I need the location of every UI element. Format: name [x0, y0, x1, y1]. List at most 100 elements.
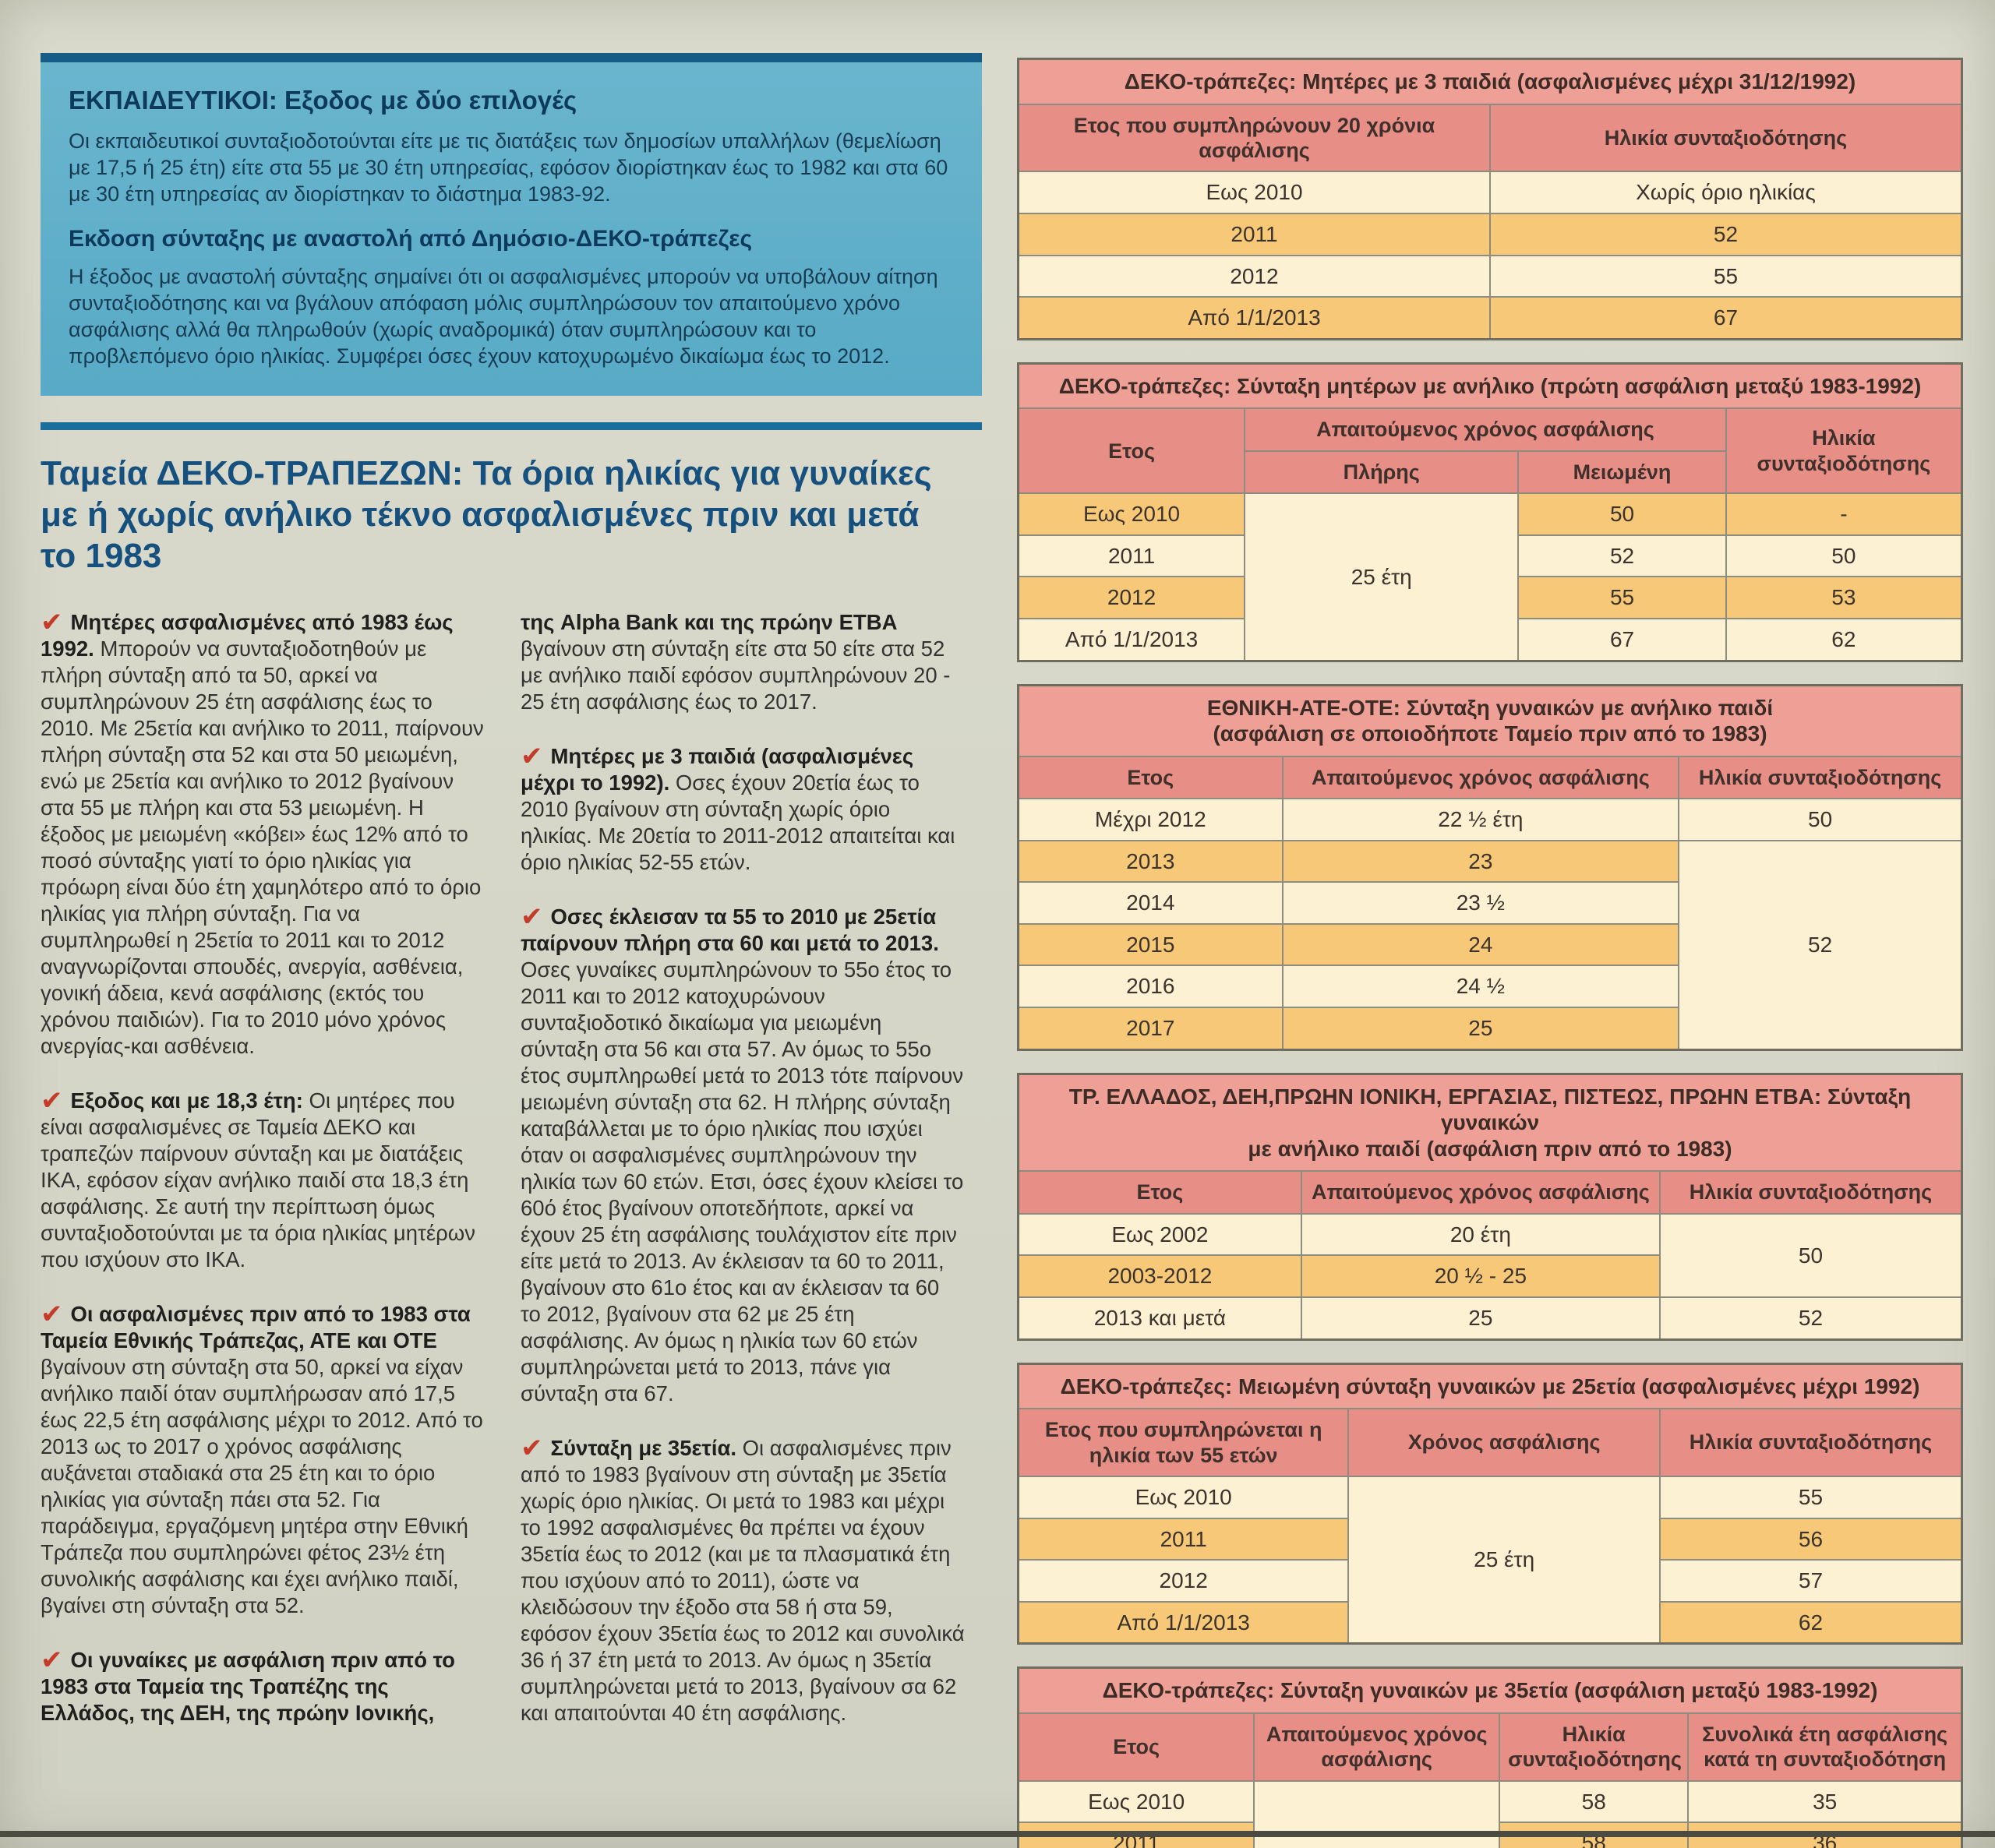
table-bank-funds-women-minor-child: ΤΡ. ΕΛΛΑΔΟΣ, ΔΕΗ,ΠΡΩΗΝ ΙΟΝΙΚΗ, ΕΡΓΑΣΙΑΣ,…	[1017, 1072, 1963, 1341]
table-title-line: (ασφάλιση σε οποιοδήποτε Ταμείο πριν από…	[1213, 721, 1767, 746]
column-header: Ετος	[1017, 755, 1284, 800]
paragraph-text: Οι μητέρες που είναι ασφαλισμένες σε Ταμ…	[41, 1088, 476, 1272]
cell-span: 25 έτη	[1347, 1475, 1661, 1645]
column-header: Ετος	[1017, 1712, 1255, 1782]
cell: 67	[1517, 617, 1727, 662]
cell: Εως 2010	[1017, 1475, 1350, 1519]
paragraph-lead: Οι γυναίκες με ασφάλιση πριν από το 1983…	[41, 1648, 455, 1726]
cell: 55	[1658, 1475, 1963, 1519]
article-column-2: της Alpha Bank και της πρώην ΕΤΒΑ βγαίνο…	[521, 609, 965, 1755]
article-paragraph: ✔ Σύνταξη με 35ετία. Οι ασφαλισμένες πριν…	[521, 1434, 965, 1726]
article-paragraph: ✔ Εξοδος και με 18,3 έτη: Οι μητέρες που …	[41, 1086, 476, 1272]
cell: Από 1/1/2013	[1017, 296, 1491, 340]
cell: Εως 2010	[1017, 171, 1491, 214]
cell: 2012	[1017, 1559, 1350, 1603]
column-header: Ηλικία συνταξιοδότησης	[1658, 1408, 1963, 1477]
column-subheader: Πλήρης	[1244, 450, 1520, 495]
table-deko-mothers-3-children: ΔΕΚΟ-τράπεζες: Μητέρες με 3 παιδιά (ασφα…	[1017, 58, 1963, 340]
cell: 2012	[1017, 576, 1246, 619]
cell: 35	[1687, 1779, 1963, 1824]
cell: Εως 2002	[1017, 1212, 1302, 1257]
cell: 56	[1658, 1517, 1963, 1561]
article-paragraph: ✔ Μητέρες ασφαλισμένες από 1983 έως 1992.…	[41, 608, 484, 1059]
infobox-title: ΕΚΠΑΙΔΕΥΤΙΚΟΙ: Εξοδος με δύο επιλογές	[69, 86, 577, 115]
bottom-page-rule	[0, 1831, 1995, 1837]
cell: 52	[1517, 534, 1727, 578]
cell: 2017	[1017, 1007, 1284, 1051]
column-header: Απαιτούμενος χρόνος ασφάλισης	[1300, 1170, 1661, 1215]
cell: 2016	[1017, 965, 1284, 1009]
cell: 24	[1281, 922, 1680, 967]
paragraph-text: βγαίνουν στη σύνταξη είτε στα 50 είτε στ…	[521, 637, 951, 714]
cell: 62	[1658, 1600, 1963, 1645]
column-header: Ετος	[1017, 407, 1246, 495]
article-paragraph: ✔ Οι γυναίκες με ασφάλιση πριν από το 198…	[41, 1645, 455, 1726]
paragraph-text: Μπορούν να συνταξιοδοτηθούν με πλήρη σύν…	[41, 637, 484, 1059]
cell: 50	[1678, 798, 1963, 841]
cell: Μέχρι 2012	[1017, 798, 1284, 841]
tables-area: ΔΕΚΟ-τράπεζες: Μητέρες με 3 παιδιά (ασφα…	[1017, 58, 1963, 1848]
column-header: Ετος που συμπληρώνεται η ηλικία των 55 ε…	[1017, 1408, 1350, 1477]
cell: 2011	[1017, 1517, 1350, 1561]
cell: Εως 2010	[1017, 492, 1246, 536]
cell: 20 έτη	[1300, 1212, 1661, 1257]
cell: 57	[1658, 1559, 1963, 1603]
paragraph-lead: Εξοδος και με 18,3 έτη:	[70, 1088, 303, 1113]
column-header: Απαιτούμενος χρόνος ασφάλισης	[1244, 407, 1727, 452]
cell: Από 1/1/2013	[1017, 1600, 1350, 1645]
cell: 50	[1517, 492, 1727, 536]
cell: 2014	[1017, 881, 1284, 925]
column-subheader: Μειωμένη	[1517, 450, 1727, 495]
column-header: Ηλικία συνταξιοδότησης	[1658, 1170, 1963, 1215]
paragraph-lead: Μητέρες ασφαλισμένες από 1983 έως 1992.	[41, 610, 454, 661]
cell: 2013 και μετά	[1017, 1296, 1302, 1341]
cell: Εως 2010	[1017, 1779, 1255, 1824]
cell: 67	[1489, 296, 1963, 340]
paragraph-lead: Οσες έκλεισαν τα 55 το 2010 με 25ετία πα…	[521, 905, 939, 956]
table-title: ΤΡ. ΕΛΛΑΔΟΣ, ΔΕΗ,ΠΡΩΗΝ ΙΟΝΙΚΗ, ΕΡΓΑΣΙΑΣ,…	[1017, 1073, 1963, 1173]
cell: 20 ½ - 25	[1300, 1254, 1661, 1298]
paragraph-lead: Οι ασφαλισμένες πριν από το 1983 στα Ταμ…	[41, 1302, 471, 1353]
cell: 2011	[1017, 534, 1246, 578]
infobox-teachers: ΕΚΠΑΙΔΕΥΤΙΚΟΙ: Εξοδος με δύο επιλογές Οι…	[41, 53, 982, 396]
cell: 24 ½	[1281, 965, 1680, 1009]
cell: 50	[1725, 534, 1963, 578]
cell-span: 35 έτη	[1253, 1779, 1501, 1848]
article-paragraph: ✔ Οσες έκλεισαν τα 55 το 2010 με 25ετία π…	[521, 902, 964, 1406]
cell: 2011	[1017, 212, 1491, 256]
cell: 2013	[1017, 839, 1284, 883]
cell: 52	[1489, 212, 1963, 256]
cell: 53	[1725, 576, 1963, 619]
article-paragraph: ✔ Οι ασφαλισμένες πριν από το 1983 στα Τα…	[41, 1300, 483, 1618]
paragraph-lead: Σύνταξη με 35ετία.	[550, 1436, 737, 1461]
column-header: Απαιτούμενος χρόνος ασφάλισης	[1253, 1712, 1501, 1782]
table-deko-reduced-pension-25-years: ΔΕΚΟ-τράπεζες: Μειωμένη σύνταξη γυναικών…	[1017, 1362, 1963, 1645]
column-header: Ηλικία συνταξιοδότησης	[1678, 755, 1963, 800]
paragraph-text: βγαίνουν στη σύνταξη στα 50, αρκεί να εί…	[41, 1355, 483, 1618]
article-paragraph: της Alpha Bank και της πρώην ΕΤΒΑ βγαίνο…	[521, 609, 965, 715]
table-title: ΔΕΚΟ-τράπεζες: Μητέρες με 3 παιδιά (ασφα…	[1017, 58, 1963, 105]
article-columns: ✔ Μητέρες ασφαλισμένες από 1983 έως 1992.…	[41, 609, 982, 1755]
cell-span: 52	[1678, 839, 1963, 1051]
article-area: ΕΚΠΑΙΔΕΥΤΙΚΟΙ: Εξοδος με δύο επιλογές Οι…	[41, 53, 982, 1755]
cell: 2012	[1017, 254, 1491, 298]
cell: 23 ½	[1281, 881, 1680, 925]
column-header: Συνολικά έτη ασφάλισης κατά τη συνταξιοδ…	[1687, 1712, 1963, 1782]
cell: 2015	[1017, 922, 1284, 967]
cell: 25	[1300, 1296, 1661, 1341]
column-header: Ετος	[1017, 1170, 1302, 1215]
column-header: Χρόνος ασφάλισης	[1347, 1408, 1661, 1477]
cell: 55	[1517, 576, 1727, 619]
table-title: ΔΕΚΟ-τράπεζες: Μειωμένη σύνταξη γυναικών…	[1017, 1363, 1963, 1410]
cell: 25	[1281, 1007, 1680, 1051]
cell-span: 25 έτη	[1244, 492, 1520, 661]
table-title-line: ΤΡ. ΕΛΛΑΔΟΣ, ΔΕΗ,ΠΡΩΗΝ ΙΟΝΙΚΗ, ΕΡΓΑΣΙΑΣ,…	[1068, 1084, 1912, 1135]
paragraph-text: Οσες γυναίκες συμπληρώνουν το 55ο έτος τ…	[521, 958, 964, 1406]
cell: 52	[1658, 1296, 1963, 1341]
cell: -	[1725, 492, 1963, 536]
cell: 2003-2012	[1017, 1254, 1302, 1298]
cell: 58	[1499, 1779, 1690, 1824]
column-header: Ετος που συμπληρώνουν 20 χρόνια ασφάλιση…	[1017, 103, 1491, 173]
paragraph-lead: Μητέρες με 3 παιδιά (ασφαλισμένες μέχρι …	[521, 744, 914, 795]
